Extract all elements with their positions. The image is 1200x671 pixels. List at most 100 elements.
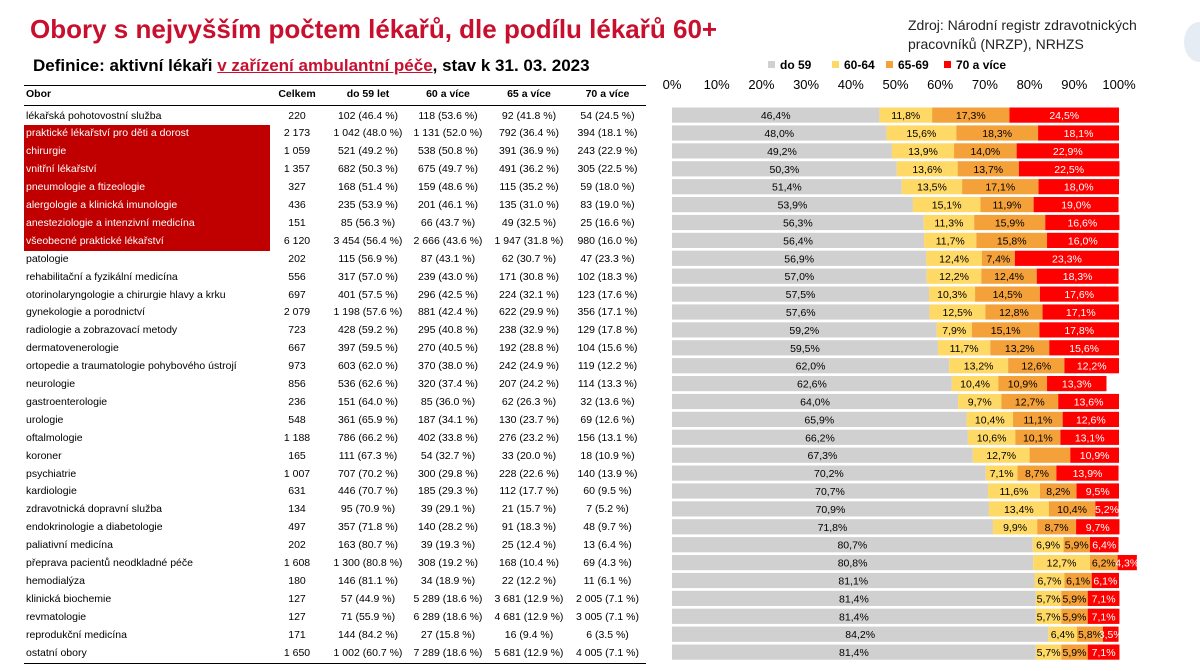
table-row: urologie 548 361 (65.9 %) 187 (34.1 %) 130 (…	[24, 412, 646, 430]
data-label: 12,7%	[1047, 558, 1077, 570]
bar-segment	[926, 250, 982, 266]
table-cell: 127	[288, 610, 306, 623]
bar-segment	[672, 250, 927, 266]
data-label: 12,7%	[1015, 397, 1045, 409]
table-cell: 129 (17.8 %)	[577, 324, 638, 337]
legend-label: 70 a více	[956, 58, 1007, 72]
data-label: 12,6%	[1021, 361, 1051, 373]
data-label: 12,2%	[939, 271, 969, 283]
table-cell: 48 (9.7 %)	[583, 521, 632, 534]
bar-segment	[672, 304, 930, 320]
table-row: koroner 165 111 (67.3 %) 54 (32.7 %) 33 (20.…	[24, 448, 646, 466]
bar-segment	[1060, 429, 1119, 445]
bar-segment	[1017, 465, 1057, 481]
table-cell: 25 (12.4 %)	[501, 539, 557, 552]
table-cell-obor: otorinolaryngologie a chirurgie hlavy a …	[26, 288, 226, 301]
data-label: 9,7%	[1086, 522, 1110, 534]
table-cell-obor: endokrinologie a diabetologie	[26, 521, 163, 534]
data-label: 66,2%	[805, 432, 835, 444]
bar-segment	[1029, 447, 1071, 463]
table-cell: 881 (42.4 %)	[417, 306, 479, 319]
subtitle-highlight: v zařízení ambulantní péče	[217, 56, 433, 75]
table-cell: 6 289 (18.6 %)	[413, 610, 483, 623]
data-label: 84,2%	[845, 629, 875, 641]
table-cell-obor: patologie	[26, 252, 69, 265]
table-cell: 317 (57.0 %)	[337, 270, 399, 283]
table-cell: 119 (12.2 %)	[577, 360, 638, 373]
data-label: 6,1%	[1093, 576, 1117, 588]
table-cell: 25 (16.6 %)	[580, 216, 635, 229]
data-label: 5,9%	[1065, 540, 1089, 552]
table-cell: 4 005 (7.1 %)	[575, 646, 640, 659]
bar-segment	[1018, 161, 1120, 177]
bar-segment	[932, 107, 1010, 123]
data-label: 13,5%	[917, 182, 947, 194]
table-cell-obor: zdravotnická dopravní služba	[26, 503, 162, 516]
table-cell: 168 (51.4 %)	[337, 181, 399, 194]
bar-segment	[886, 125, 957, 141]
data-label: 13,2%	[964, 361, 994, 373]
table-cell: 436	[288, 199, 306, 211]
data-label: 6,2%	[1092, 558, 1116, 570]
table-cell: 792 (36.4 %)	[498, 127, 560, 140]
table-cell: 242 (24.9 %)	[498, 360, 560, 373]
bar-segment	[1013, 411, 1063, 427]
table-cell: 327	[288, 181, 306, 194]
data-label: 17,1%	[985, 182, 1015, 194]
table-row: hemodialýza 180 146 (81.1 %) 34 (18.9 %) 22 …	[24, 573, 646, 591]
table-cell: 202	[288, 539, 306, 552]
table-cell: 361 (65.9 %)	[337, 413, 399, 426]
table-cell: 156 (13.1 %)	[577, 431, 638, 444]
table-header-cell: 65 a více	[507, 88, 551, 100]
table-cell: 62 (30.7 %)	[501, 252, 557, 265]
table-cell: 391 (36.9 %)	[498, 145, 560, 158]
table-cell: 163 (80.7 %)	[337, 539, 399, 552]
bar-segment	[976, 232, 1048, 248]
bar-segment	[1061, 590, 1088, 606]
table-cell: 134	[288, 503, 306, 516]
table-cell: 22 (12.2 %)	[501, 574, 557, 587]
legend-item: do 59	[768, 57, 811, 73]
bar-segment	[912, 197, 981, 213]
table-cell: 140 (28.2 %)	[417, 521, 479, 534]
data-label: 13,6%	[1074, 397, 1104, 409]
data-label: 57,6%	[786, 307, 816, 319]
x-tick-label: 70%	[972, 77, 998, 92]
table-cell: 66 (43.7 %)	[420, 216, 476, 229]
data-label: 15,1%	[991, 325, 1021, 337]
table-cell: 140 (13.9 %)	[577, 467, 638, 480]
data-label: 11,3%	[934, 218, 963, 230]
table-row: paliativní medicína 202 163 (80.7 %) 39 (19…	[24, 537, 646, 555]
data-label: 5,9%	[1063, 647, 1087, 659]
table-cell-obor: paliativní medicína	[26, 539, 113, 552]
table-cell: 2 005 (7.1 %)	[575, 592, 640, 605]
data-label: 13,1%	[1075, 432, 1105, 444]
table-cell: 171	[288, 628, 306, 641]
table-rule	[24, 85, 646, 86]
table-cell: 631	[288, 485, 306, 498]
data-label: 15,9%	[995, 218, 1025, 230]
table-cell: 83 (19.0 %)	[580, 199, 635, 211]
x-tick-label: 50%	[882, 77, 908, 92]
legend-item: 70 a více	[944, 57, 1006, 73]
bar-segment	[1035, 590, 1062, 606]
bar-segment	[981, 250, 1015, 266]
data-label: 80,7%	[837, 540, 867, 552]
table-cell: 1 300 (80.8 %)	[333, 557, 403, 569]
data-label: 14,0%	[970, 146, 1000, 158]
bar-segment	[1033, 555, 1090, 571]
table-cell: 300 (29.8 %)	[417, 467, 479, 480]
bar-segment	[1034, 572, 1065, 589]
table-cell: 111 (67.3 %)	[338, 449, 398, 462]
table-cell: 4 681 (12.9 %)	[494, 610, 564, 623]
data-label: 13,3%	[1062, 379, 1092, 391]
table-cell-obor: revmatologie	[26, 610, 87, 623]
table-cell: 1 947 (31.8 %)	[494, 234, 564, 247]
table-cell-obor: všeobecné praktické lékařství	[24, 232, 270, 251]
bar-segment	[672, 322, 937, 338]
table-cell: 2 666 (43.6 %)	[413, 234, 483, 247]
data-label: 24,5%	[1049, 110, 1079, 122]
table-cell: 114 (13.3 %)	[577, 378, 638, 390]
table-cell: 85 (56.3 %)	[340, 216, 396, 229]
data-label: 49,2%	[767, 146, 797, 158]
